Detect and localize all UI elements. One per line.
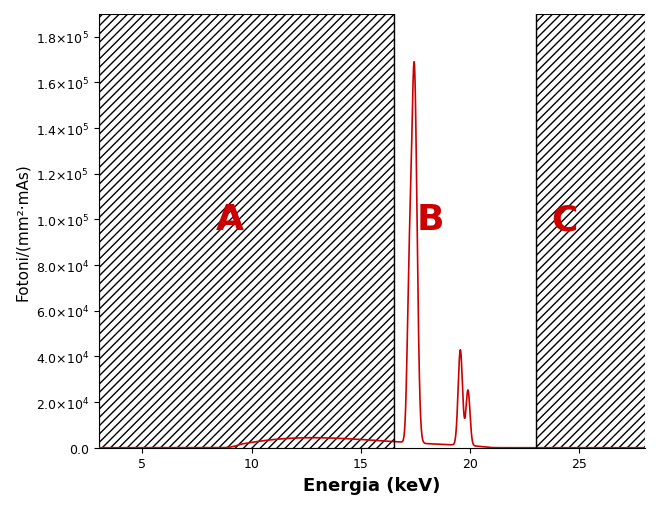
Text: C: C [551, 203, 578, 237]
Y-axis label: Fotoni/(mm²·mAs): Fotoni/(mm²·mAs) [15, 163, 30, 300]
Bar [98, 15, 393, 448]
Text: A: A [216, 203, 244, 237]
X-axis label: Energia (keV): Energia (keV) [303, 476, 440, 494]
Text: B: B [417, 203, 445, 237]
Bar [536, 15, 645, 448]
Bar [393, 15, 536, 448]
